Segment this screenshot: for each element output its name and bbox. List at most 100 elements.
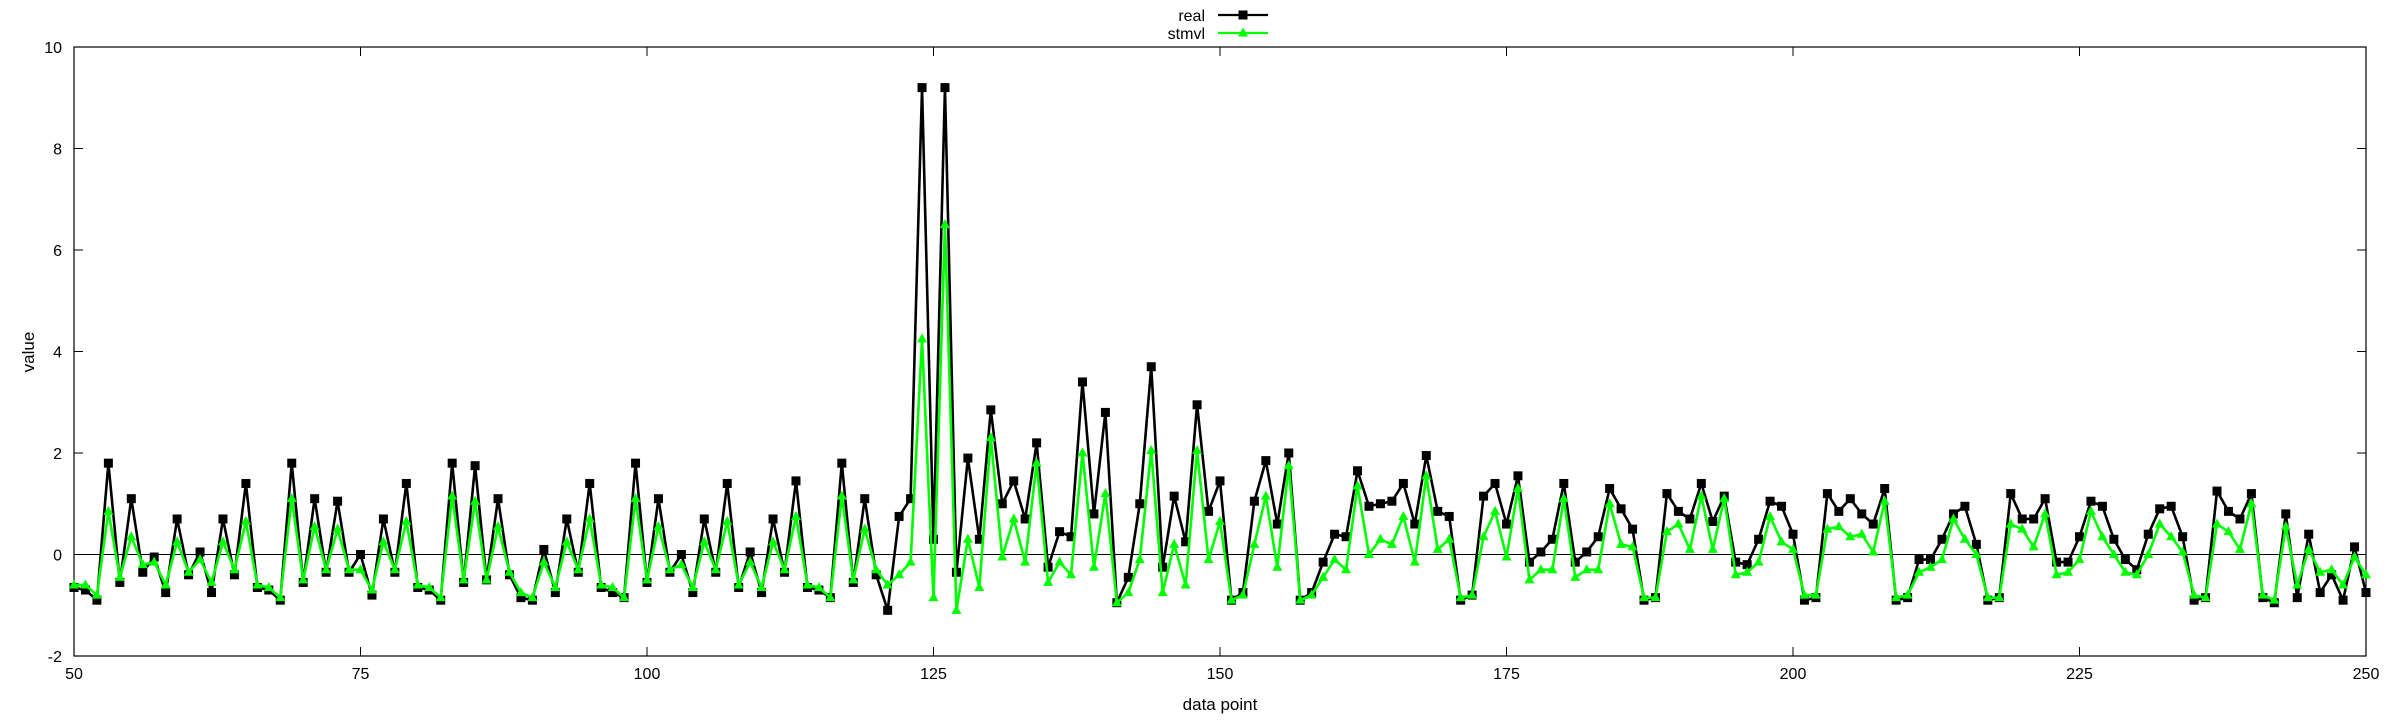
x-tick-label: 100 [634, 666, 661, 683]
data-point-real [1043, 562, 1053, 572]
data-point-real [608, 588, 618, 598]
data-point-stmvl [1742, 566, 1753, 576]
data-point-stmvl [1650, 592, 1661, 602]
data-point-stmvl [378, 536, 389, 546]
data-point-real [1593, 532, 1603, 542]
data-point-real [1834, 506, 1844, 516]
data-point-real [1341, 532, 1351, 542]
legend-marker-stmvl [1238, 27, 1248, 37]
data-point-real [333, 496, 343, 506]
data-point-stmvl [733, 579, 744, 589]
data-point-stmvl [676, 559, 687, 569]
data-point-real [1123, 572, 1133, 582]
data-point-real [768, 514, 778, 524]
data-point-real [745, 547, 755, 557]
data-point-stmvl [447, 490, 458, 500]
data-point-real [367, 590, 377, 600]
data-point-real [883, 605, 893, 615]
data-point-real [1490, 478, 1500, 488]
data-point-stmvl [756, 581, 767, 591]
data-point-stmvl [149, 556, 160, 566]
data-point-stmvl [939, 219, 950, 229]
data-point-real [1513, 471, 1523, 481]
data-point-real [1353, 466, 1363, 476]
data-point-stmvl [114, 571, 125, 581]
data-point-stmvl [2097, 531, 2108, 541]
data-point-stmvl [1272, 561, 1283, 571]
y-tick-label: 6 [53, 243, 62, 260]
data-point-stmvl [607, 581, 618, 591]
data-point-real [1261, 456, 1271, 466]
data-point-stmvl [630, 493, 641, 503]
data-point-real [1146, 362, 1156, 372]
axis-ticks: 50 75 100 125 150 175 200 225 250 -2 0 2 4 6 8 10 [44, 40, 2379, 683]
data-point-stmvl [2120, 566, 2131, 576]
data-point-real [1536, 547, 1546, 557]
data-point-real [1547, 534, 1557, 544]
data-point-real [2166, 501, 2176, 511]
data-point-stmvl [1661, 526, 1672, 536]
data-point-stmvl [894, 569, 905, 579]
data-point-stmvl [493, 521, 504, 531]
data-point-real [1032, 438, 1042, 448]
data-point-stmvl [1810, 589, 1821, 599]
data-point-stmvl [974, 581, 985, 591]
data-point-real [1375, 499, 1385, 509]
data-point-real [1616, 504, 1626, 514]
data-point-real [1502, 519, 1511, 529]
series-line-stmvl [74, 223, 2368, 612]
data-point-stmvl [183, 566, 194, 576]
data-point-stmvl [2005, 518, 2016, 528]
data-point-real [1249, 496, 1259, 506]
data-point-real [2292, 593, 2302, 603]
data-point-stmvl [1031, 457, 1042, 467]
data-point-stmvl [1111, 597, 1122, 607]
data-point-stmvl [905, 556, 916, 566]
data-point-real [550, 588, 560, 598]
data-point-real [1570, 557, 1580, 567]
data-point-stmvl [2143, 549, 2154, 558]
x-tick-label: 250 [2353, 666, 2380, 683]
data-point-real [195, 547, 205, 557]
data-point-stmvl [1581, 564, 1592, 574]
data-point-real [356, 550, 365, 559]
data-point-stmvl [1959, 533, 1970, 543]
data-point-real [2189, 595, 2199, 605]
data-point-real [1914, 555, 1924, 565]
data-point-real [1765, 496, 1775, 506]
data-point-real [871, 570, 881, 580]
data-point-real [161, 588, 171, 598]
data-point-stmvl [1982, 592, 1993, 602]
data-point-real [699, 514, 709, 524]
data-point-stmvl [1020, 556, 1031, 566]
data-point-stmvl [1856, 528, 1867, 538]
data-point-stmvl [1845, 531, 1856, 541]
data-point-real [218, 514, 228, 524]
data-point-real [229, 570, 239, 580]
x-tick-label: 200 [1780, 666, 1807, 683]
data-point-real [1204, 506, 1214, 516]
data-point-stmvl [584, 513, 595, 523]
data-point-stmvl [1684, 543, 1695, 553]
data-point-stmvl [1226, 594, 1237, 604]
data-point-stmvl [332, 523, 343, 533]
data-point-real [1077, 377, 1087, 387]
data-point-stmvl [160, 579, 171, 589]
data-point-stmvl [1570, 571, 1581, 581]
data-point-real [138, 567, 148, 577]
data-point-stmvl [263, 581, 274, 591]
data-point-stmvl [1879, 495, 1890, 505]
data-point-stmvl [2051, 569, 2062, 579]
data-point-stmvl [2085, 505, 2096, 515]
x-tick-label: 150 [1207, 666, 1234, 683]
y-axis-title: value [19, 332, 38, 373]
data-point-stmvl [1639, 592, 1650, 602]
data-point-stmvl [1558, 493, 1569, 503]
data-point-stmvl [1146, 444, 1157, 454]
data-point-stmvl [91, 589, 102, 599]
data-point-real [2315, 588, 2325, 598]
data-point-stmvl [2303, 543, 2314, 553]
data-point-real [2040, 494, 2050, 504]
data-point-real [1960, 501, 1970, 511]
